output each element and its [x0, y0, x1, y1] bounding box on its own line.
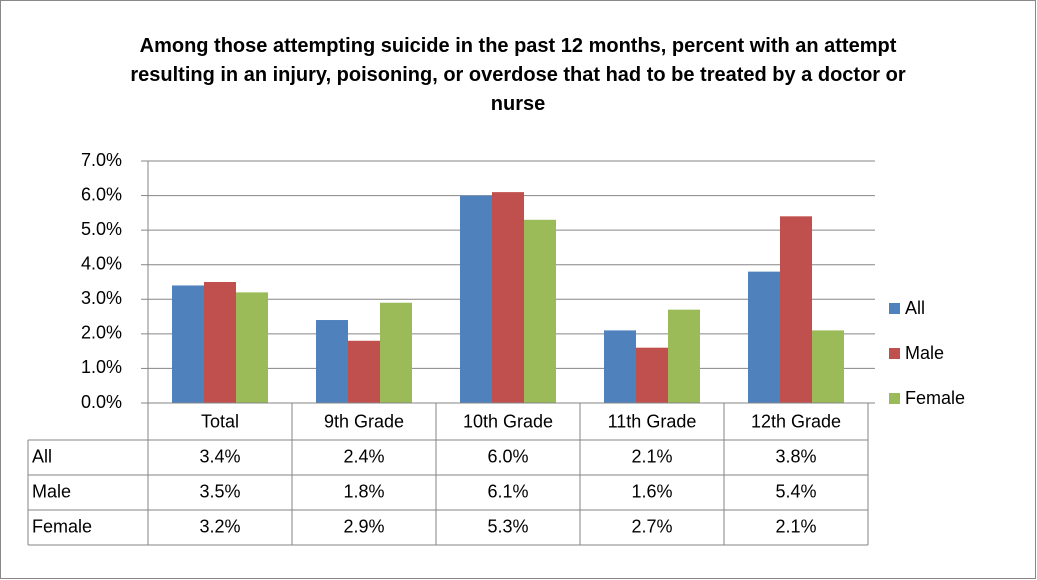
table-row-label: Female [32, 516, 92, 536]
table-cell: 2.4% [343, 446, 384, 466]
bar [668, 309, 700, 403]
table-cell: 6.1% [487, 481, 528, 501]
x-tick-label: Total [201, 411, 239, 431]
bar [236, 292, 268, 403]
table-cell: 3.4% [199, 446, 240, 466]
y-tick-label: 2.0% [81, 323, 122, 343]
bar [524, 219, 556, 403]
y-tick-label: 3.0% [81, 288, 122, 308]
bar [172, 285, 204, 403]
y-tick-label: 5.0% [81, 219, 122, 239]
bar [636, 347, 668, 403]
x-tick-label: 9th Grade [324, 411, 404, 431]
bar [316, 320, 348, 403]
bar [492, 192, 524, 403]
table-cell: 1.8% [343, 481, 384, 501]
table-cell: 2.1% [775, 516, 816, 536]
bar [348, 340, 380, 403]
bar [380, 302, 412, 403]
table-cell: 3.5% [199, 481, 240, 501]
bar [748, 271, 780, 403]
legend-label: Female [905, 388, 965, 408]
table-cell: 6.0% [487, 446, 528, 466]
legend-label: All [905, 298, 925, 318]
table-cell: 1.6% [631, 481, 672, 501]
x-tick-label: 11th Grade [608, 411, 697, 431]
table-cell: 5.3% [487, 516, 528, 536]
y-tick-label: 6.0% [81, 184, 122, 204]
y-tick-label: 4.0% [81, 253, 122, 273]
bar [812, 330, 844, 403]
y-tick-label: 1.0% [81, 357, 122, 377]
y-tick-label: 7.0% [81, 150, 122, 170]
table-row-label: Male [32, 481, 71, 501]
table-cell: 5.4% [775, 481, 816, 501]
bar [460, 195, 492, 403]
x-tick-label: 12th Grade [751, 411, 841, 431]
table-cell: 2.1% [631, 446, 672, 466]
table-cell: 3.8% [775, 446, 816, 466]
x-tick-label: 10th Grade [463, 411, 553, 431]
bar [604, 330, 636, 403]
table-cell: 2.9% [343, 516, 384, 536]
table-row-label: All [32, 446, 52, 466]
table-cell: 3.2% [199, 516, 240, 536]
bar [780, 216, 812, 403]
bar [204, 282, 236, 403]
chart-title: Among those attempting suicide in the pa… [130, 35, 906, 115]
legend-swatch [889, 348, 900, 359]
legend-swatch [889, 393, 900, 404]
y-tick-label: 0.0% [81, 392, 122, 412]
legend-label: Male [905, 343, 944, 363]
legend-swatch [889, 303, 900, 314]
table-cell: 2.7% [631, 516, 672, 536]
